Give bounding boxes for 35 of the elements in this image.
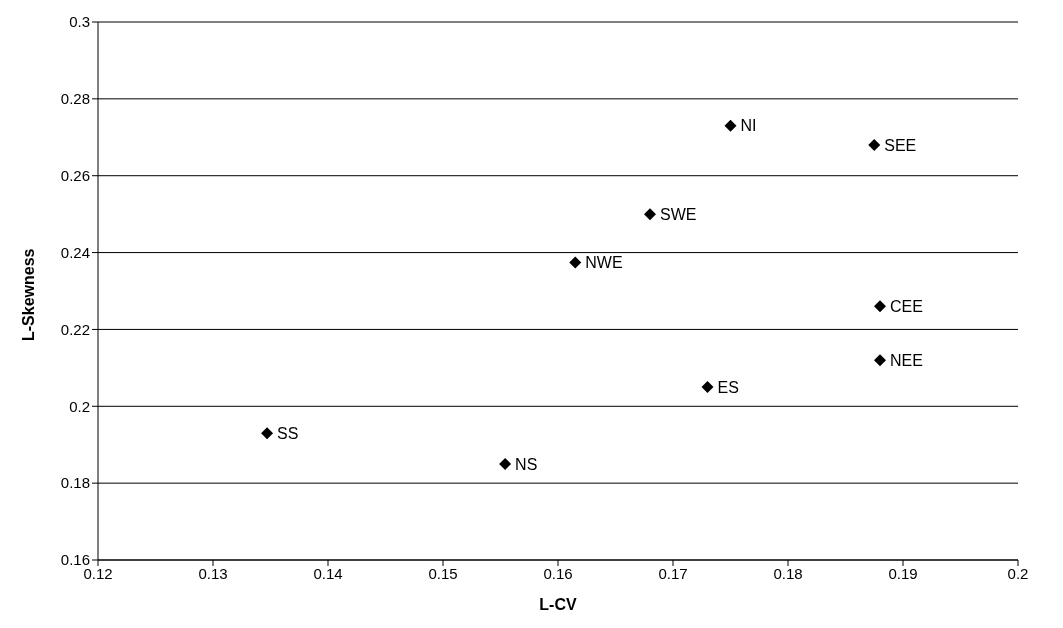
y-tick-label: 0.3: [69, 13, 90, 31]
x-tick-label: 0.14: [313, 564, 343, 582]
point: [644, 208, 656, 221]
annotation: NWE: [585, 254, 623, 272]
annotation: NS: [515, 455, 538, 473]
point: [499, 457, 512, 470]
x-tick-label: 0.15: [428, 564, 458, 582]
point: [874, 354, 886, 367]
point: [701, 381, 714, 394]
annotation: SEE: [884, 136, 917, 154]
x-axis-title: L-CV: [539, 596, 577, 613]
point: [261, 427, 274, 440]
point: [569, 256, 582, 269]
y-tick-label: 0.24: [60, 243, 90, 261]
y-tick-label: 0.18: [60, 474, 90, 492]
annotation: NEE: [890, 351, 923, 369]
annotation: ES: [717, 378, 739, 396]
y-axis-title: L-Skewness: [19, 248, 37, 341]
annotation: SS: [277, 424, 299, 442]
annotation: SWE: [660, 205, 697, 223]
x-tick-label: 0.2: [1007, 564, 1029, 582]
y-tick-label: 0.22: [60, 320, 90, 338]
y-tick-label: 0.28: [60, 90, 90, 108]
annotation: CEE: [890, 298, 923, 316]
point: [874, 300, 886, 313]
x-tick-label: 0.19: [888, 564, 918, 582]
point: [868, 138, 881, 151]
y-tick-label: 0.26: [60, 167, 90, 185]
point: [724, 119, 737, 132]
x-tick-label: 0.18: [773, 564, 803, 582]
y-tick-label: 0.2: [69, 397, 90, 415]
annotation: NI: [740, 117, 757, 135]
x-tick-label: 0.17: [658, 564, 688, 582]
x-tick-label: 0.13: [198, 564, 228, 582]
x-tick-label: 0.16: [543, 564, 573, 582]
